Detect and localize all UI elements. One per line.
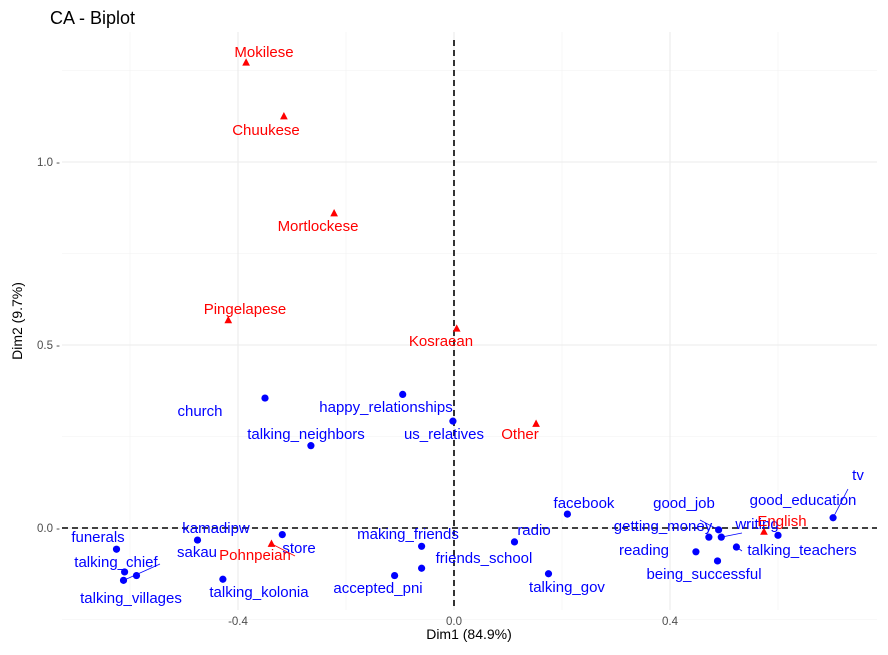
label-good-education: good_education — [750, 492, 857, 509]
label-writing: writing — [734, 516, 778, 533]
plot-panel — [62, 32, 877, 610]
chart-title: CA - Biplot — [50, 8, 135, 28]
point-funerals — [112, 545, 121, 553]
point-writing — [717, 533, 725, 541]
data-points — [112, 58, 837, 584]
label-us-relatives: us_relatives — [404, 426, 484, 443]
label-radio: radio — [517, 522, 550, 539]
label-mortlockese: Mortlockese — [278, 218, 359, 235]
y-tick-label: 1.0 - — [37, 157, 60, 169]
point-getting-money — [715, 526, 723, 534]
point-talking-chief — [119, 576, 128, 584]
label-getting-money: getting_money — [614, 518, 713, 535]
label-being-successful: being_successful — [646, 566, 761, 583]
label-kamadipw: kamadipw — [182, 520, 250, 537]
point-labels: church happy_relationships talking_neighbo… — [71, 44, 864, 607]
point-talking-neighbors — [307, 442, 315, 450]
point-church — [261, 394, 269, 402]
point-mokilese — [242, 58, 250, 66]
label-accepted-pni: accepted_pni — [333, 580, 422, 597]
label-english: English — [757, 513, 806, 530]
label-tv: tv — [852, 467, 864, 484]
point-kosraean — [452, 324, 461, 332]
label-other: Other — [501, 426, 539, 443]
point-being-successful — [713, 557, 722, 565]
point-talking-kolonia — [219, 575, 227, 583]
label-pingelapese: Pingelapese — [204, 301, 287, 318]
point-english — [760, 527, 768, 535]
point-talking-villages — [132, 571, 141, 580]
connector-pohnpeian — [271, 543, 296, 557]
label-talking-kolonia: talking_kolonia — [209, 584, 309, 601]
point-talking-gov — [544, 570, 553, 578]
point-accepted-pni — [391, 571, 399, 580]
label-talking-villages: talking_villages — [80, 590, 182, 607]
label-talking-gov: talking_gov — [529, 579, 605, 596]
label-store: store — [282, 540, 315, 557]
point-friends-school — [418, 564, 426, 572]
point-pohnpeian — [267, 539, 276, 547]
point-good-job — [705, 533, 713, 541]
label-talking-neighbors: talking_neighbors — [247, 426, 365, 443]
point-us-relatives — [449, 417, 457, 425]
label-mokilese: Mokilese — [234, 44, 293, 61]
connector-tv — [832, 488, 849, 518]
label-talking-teachers: talking_teachers — [747, 542, 856, 559]
label-kosraean: Kosraean — [409, 333, 473, 350]
x-tick-label: -0.4 — [228, 616, 248, 628]
point-other — [532, 419, 540, 427]
x-axis-title: Dim1 (84.9%) — [426, 626, 512, 642]
x-tick-label: 0.0 — [446, 616, 462, 628]
connector-talking-chief — [123, 563, 161, 581]
label-good-job: good_job — [653, 495, 715, 512]
point-tv — [829, 514, 837, 522]
reference-lines — [62, 40, 877, 610]
y-axis-title: Dim2 (9.7%) — [9, 282, 25, 360]
label-reading: reading — [619, 542, 669, 559]
x-tick-label: 0.4 — [662, 616, 679, 628]
label-happy-relationships: happy_relationships — [319, 399, 452, 416]
label-church: church — [177, 403, 222, 420]
label-facebook: facebook — [554, 495, 615, 512]
point-sakau — [121, 568, 129, 576]
point-kamadipw — [193, 536, 202, 544]
label-funerals: funerals — [71, 529, 124, 546]
label-chuukese: Chuukese — [232, 122, 300, 139]
point-good-education — [774, 531, 782, 539]
label-sakau: sakau — [177, 544, 217, 561]
point-store — [278, 530, 286, 539]
point-chuukese — [280, 112, 288, 120]
y-tick-label: 0.5 - — [37, 340, 60, 352]
point-talking-teachers — [732, 543, 741, 551]
y-tick-label: 0.0 - — [37, 523, 60, 535]
label-pohnpeian: Pohnpeian — [219, 547, 291, 564]
axis-ticks: -0.4 0.0 0.4 0.0 - 0.5 - 1.0 - — [37, 157, 679, 628]
label-friends-school: friends_school — [436, 550, 533, 567]
point-making-friends — [418, 542, 426, 550]
point-happy-relationships — [399, 390, 407, 399]
point-facebook — [563, 510, 572, 518]
label-talking-chief: talking_chief — [74, 554, 158, 571]
point-reading — [692, 548, 700, 556]
point-mortlockese — [330, 209, 338, 217]
label-making-friends: making_friends — [357, 526, 459, 543]
point-radio — [510, 538, 519, 546]
point-pingelapese — [224, 315, 233, 324]
